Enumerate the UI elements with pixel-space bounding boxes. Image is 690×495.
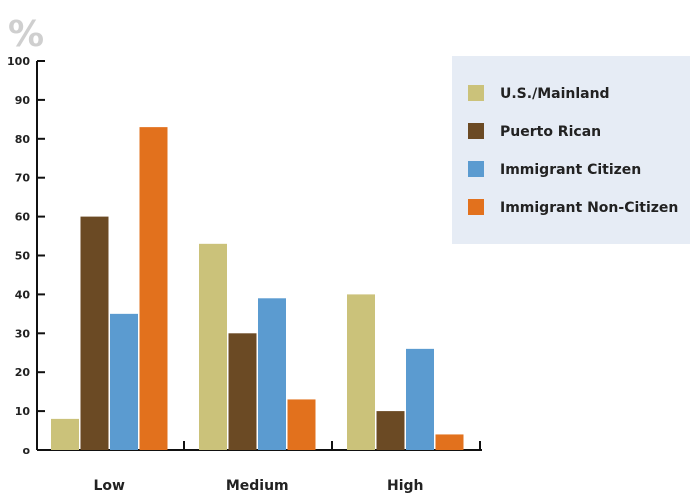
bar: [80, 216, 109, 450]
legend-swatch: [468, 161, 484, 177]
bar: [110, 313, 138, 450]
bar: [258, 298, 286, 450]
bar: [228, 333, 257, 450]
legend-label: Immigrant Citizen: [500, 162, 641, 178]
category-label: High: [387, 478, 424, 494]
unit-label: %: [8, 14, 44, 55]
y-tick-label: 50: [15, 250, 31, 263]
y-tick-label: 20: [15, 366, 31, 379]
y-tick-label: 40: [15, 288, 31, 301]
legend-label: Puerto Rican: [500, 124, 601, 140]
bar: [347, 294, 375, 450]
bars: [51, 127, 464, 450]
legend-box: [452, 56, 690, 244]
legend-swatch: [468, 85, 484, 101]
y-tick-label: 90: [15, 94, 31, 107]
legend: U.S./Mainland Puerto Rican Immigrant Citiz…: [452, 56, 690, 244]
y-axis: o 10 20 30 40 50 60 70 80 90 100: [7, 55, 45, 457]
category-label: Low: [94, 478, 126, 494]
legend-label: U.S./Mainland: [500, 86, 610, 102]
bar: [139, 127, 168, 450]
y-tick-label: 100: [7, 55, 30, 68]
y-tick-label: o: [22, 444, 30, 457]
y-tick-label: 80: [15, 133, 31, 146]
y-tick-label: 60: [15, 211, 31, 224]
legend-label: Immigrant Non-Citizen: [500, 200, 678, 216]
y-tick-label: 10: [15, 405, 31, 418]
category-label: Medium: [226, 478, 289, 494]
bar: [376, 411, 405, 450]
bar: [435, 434, 464, 450]
y-tick-label: 70: [15, 172, 31, 185]
y-tick-label: 30: [15, 327, 31, 340]
bar: [199, 243, 227, 450]
legend-swatch: [468, 199, 484, 215]
bar: [406, 348, 434, 450]
bar: [287, 399, 316, 450]
bar: [51, 418, 79, 450]
legend-swatch: [468, 123, 484, 139]
